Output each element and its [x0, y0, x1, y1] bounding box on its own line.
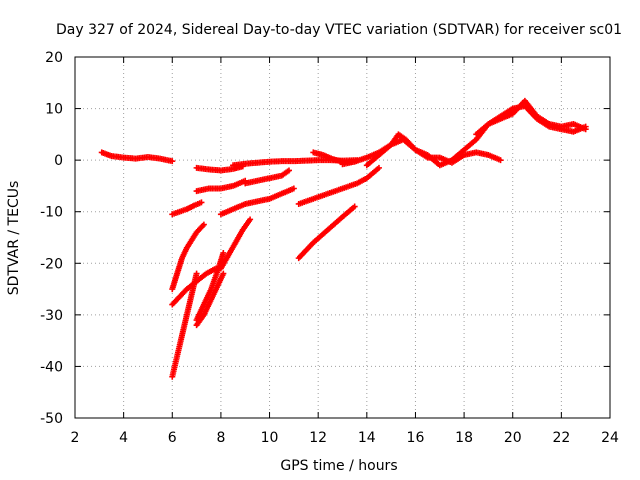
series-arc-11: [217, 185, 297, 218]
data-point: [497, 157, 504, 164]
y-tick-label: -10: [40, 205, 63, 221]
data-point: [200, 221, 207, 228]
x-tick-label: 12: [309, 430, 327, 446]
series-arc-1: [98, 149, 176, 165]
series-arc-2: [169, 221, 207, 293]
y-tick-label: -40: [40, 359, 63, 375]
x-tick-label: 24: [601, 430, 619, 446]
data-point: [582, 123, 589, 130]
x-tick-label: 2: [71, 430, 80, 446]
data-point: [247, 216, 254, 223]
series-arc-13: [242, 167, 292, 187]
plot-frame: [74, 56, 611, 419]
data-point: [193, 270, 200, 277]
y-tick-label: 10: [45, 102, 63, 118]
x-tick-label: 20: [504, 430, 522, 446]
x-tick-label: 8: [216, 430, 225, 446]
x-tick-label: 18: [455, 430, 473, 446]
x-tick-label: 4: [119, 430, 128, 446]
y-tick-label: 0: [54, 153, 63, 169]
series-arc-7: [193, 270, 227, 329]
data-point: [375, 164, 382, 171]
y-tick-label: 20: [45, 50, 63, 66]
data-point: [220, 270, 227, 277]
chart-title: Day 327 of 2024, Sidereal Day-to-day VTE…: [56, 22, 622, 38]
series-arc-15: [295, 164, 382, 207]
x-tick-label: 22: [552, 430, 570, 446]
x-tick-label: 16: [407, 430, 425, 446]
data-point: [169, 158, 176, 165]
data-point: [286, 167, 292, 174]
data-point: [198, 199, 205, 206]
series-arc-14: [295, 203, 358, 262]
x-tick-label: 10: [261, 430, 279, 446]
data-point: [351, 203, 358, 210]
y-tick-label: -20: [40, 256, 63, 272]
y-axis-label: SDTVAR / TECUs: [6, 181, 22, 296]
y-tick-label: -50: [40, 411, 63, 427]
y-tick-label: -30: [40, 308, 63, 324]
data-point: [290, 185, 297, 192]
series-arc-5: [169, 199, 205, 218]
x-tick-label: 14: [358, 430, 376, 446]
data-point: [220, 249, 227, 256]
x-tick-label: 6: [168, 430, 177, 446]
data-marks: [98, 97, 589, 380]
series-arc-10: [193, 177, 249, 195]
x-axis-label: GPS time / hours: [280, 458, 397, 474]
series-arc-19: [473, 102, 589, 138]
series-arc-8: [217, 216, 254, 272]
